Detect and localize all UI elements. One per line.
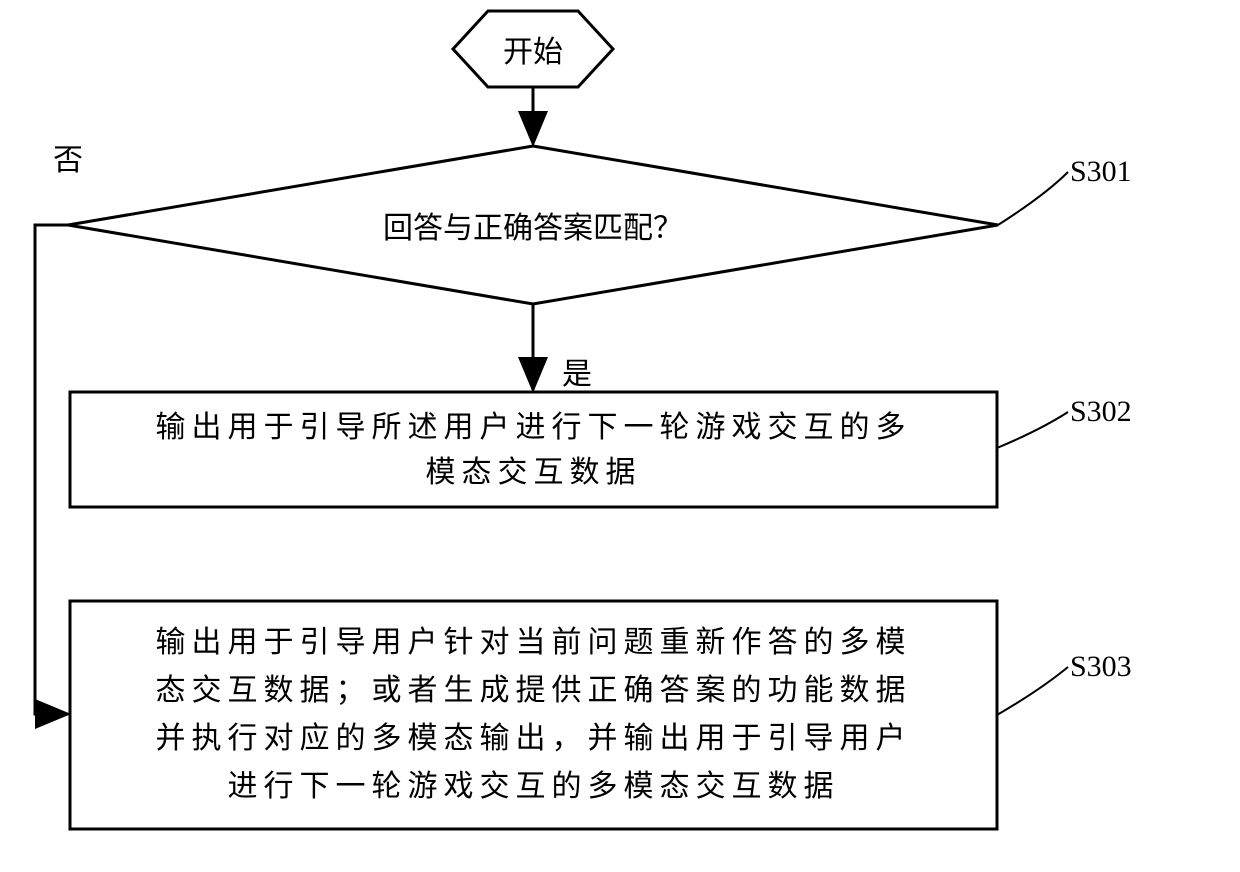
box-no-line1: 输出用于引导用户针对当前问题重新作答的多模 — [156, 619, 912, 667]
box-yes-line1: 输出用于引导所述用户进行下一轮游戏交互的多 — [156, 405, 912, 450]
edge-decision-no — [35, 225, 68, 714]
decision-label: 回答与正确答案匹配？ — [233, 206, 833, 244]
yes-text: 是 — [562, 358, 592, 391]
yes-label: 是 — [562, 349, 592, 393]
ref-s302: S302 — [1070, 395, 1132, 429]
no-text: 否 — [53, 144, 83, 177]
start-text: 开始 — [503, 27, 563, 71]
ref-curve-s303 — [997, 667, 1068, 715]
ref-s301-text: S301 — [1070, 155, 1132, 188]
start-label: 开始 — [453, 30, 613, 68]
ref-curve-s301 — [998, 172, 1068, 225]
box-yes-line2: 模态交互数据 — [426, 450, 642, 495]
box-yes-label: 输出用于引导所述用户进行下一轮游戏交互的多 模态交互数据 — [70, 392, 997, 507]
box-no-label: 输出用于引导用户针对当前问题重新作答的多模 态交互数据；或者生成提供正确答案的功… — [70, 601, 997, 829]
ref-s303: S303 — [1070, 650, 1132, 684]
ref-s301: S301 — [1070, 155, 1132, 189]
box-no-line2: 态交互数据；或者生成提供正确答案的功能数据 — [156, 667, 912, 715]
ref-s303-text: S303 — [1070, 650, 1132, 683]
box-no-line3: 并执行对应的多模态输出，并输出用于引导用户 — [156, 715, 912, 763]
ref-curve-s302 — [997, 412, 1068, 448]
ref-s302-text: S302 — [1070, 395, 1132, 428]
box-no-line4: 进行下一轮游戏交互的多模态交互数据 — [228, 763, 840, 811]
no-label: 否 — [53, 135, 83, 179]
flowchart-container: 开始 回答与正确答案匹配？ 是 否 输出用于引导所述用户进行下一轮游戏交互的多 … — [0, 0, 1240, 867]
decision-text: 回答与正确答案匹配？ — [383, 203, 683, 247]
